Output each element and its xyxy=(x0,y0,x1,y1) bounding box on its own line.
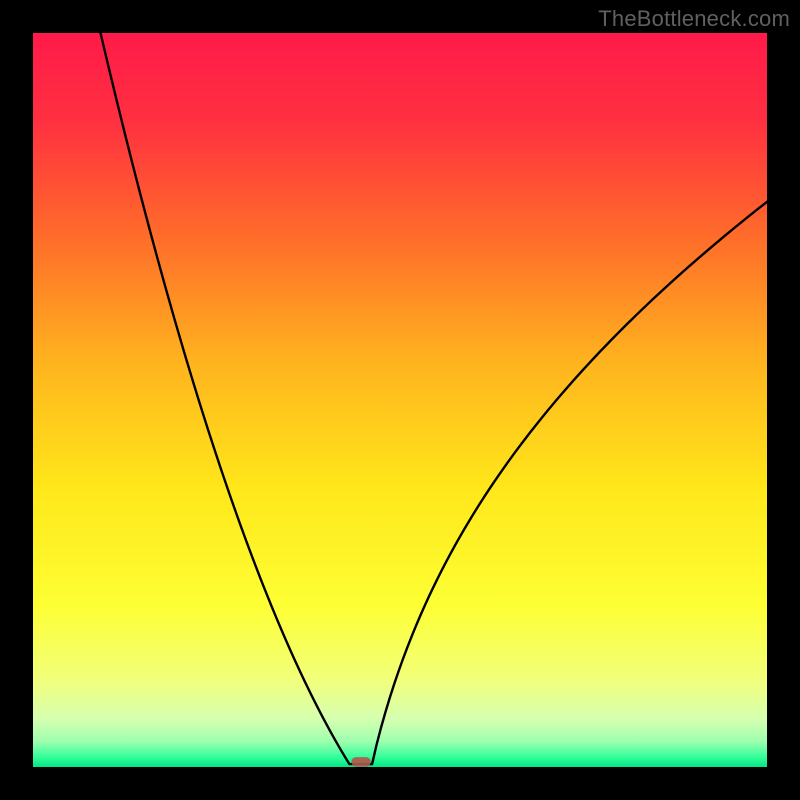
chart-plot-area xyxy=(33,33,767,767)
optimum-marker xyxy=(352,757,371,767)
bottleneck-chart xyxy=(0,0,800,800)
watermark-label: TheBottleneck.com xyxy=(598,6,790,32)
